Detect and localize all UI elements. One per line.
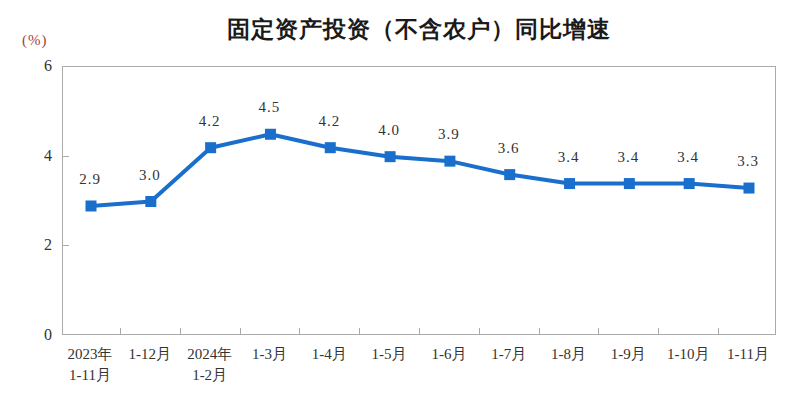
data-point-marker bbox=[684, 178, 695, 189]
y-axis-tick bbox=[63, 156, 69, 157]
line-series bbox=[63, 67, 775, 334]
x-axis-tick bbox=[658, 328, 659, 334]
data-point-marker bbox=[564, 178, 575, 189]
data-label: 3.3 bbox=[737, 153, 759, 169]
x-axis-tick bbox=[718, 328, 719, 334]
data-label: 3.0 bbox=[139, 167, 161, 183]
y-axis-tick-label: 0 bbox=[0, 327, 52, 343]
data-label: 3.4 bbox=[617, 149, 639, 165]
x-axis-tick-label: 1-4月 bbox=[312, 344, 347, 365]
x-axis-tick bbox=[359, 328, 360, 334]
x-axis-tick-label: 1-5月 bbox=[372, 344, 407, 365]
data-point-marker bbox=[325, 142, 336, 153]
x-axis-tick-label: 1-9月 bbox=[611, 344, 646, 365]
x-axis-tick bbox=[120, 328, 121, 334]
x-axis-tick bbox=[598, 328, 599, 334]
data-label: 3.4 bbox=[677, 149, 699, 165]
x-axis-tick-label: 1-10月 bbox=[667, 344, 710, 365]
data-point-marker bbox=[265, 129, 276, 140]
x-axis-tick-label: 1-7月 bbox=[491, 344, 526, 365]
x-axis-tick bbox=[240, 328, 241, 334]
x-axis-tick-label: 1-3月 bbox=[252, 344, 287, 365]
x-axis-tick bbox=[180, 328, 181, 334]
data-label: 3.6 bbox=[498, 140, 520, 156]
x-axis-tick-label: 1-8月 bbox=[551, 344, 586, 365]
data-point-marker bbox=[624, 178, 635, 189]
x-axis-tick bbox=[479, 328, 480, 334]
data-label: 4.5 bbox=[259, 99, 281, 115]
x-axis-tick-label: 1-12月 bbox=[129, 344, 172, 365]
data-label: 2.9 bbox=[79, 171, 101, 187]
x-axis-tick-label: 2023年 1-11月 bbox=[68, 344, 113, 386]
data-label: 4.2 bbox=[318, 113, 340, 129]
chart-title: 固定资产投资（不含农户）同比增速 bbox=[62, 14, 776, 45]
x-axis-tick-label: 2024年 1-2月 bbox=[187, 344, 232, 386]
x-axis-tick bbox=[419, 328, 420, 334]
data-label: 4.2 bbox=[199, 113, 221, 129]
x-axis-tick-label: 1-6月 bbox=[431, 344, 466, 365]
data-point-marker bbox=[385, 151, 396, 162]
y-axis-tick-label: 6 bbox=[0, 58, 52, 74]
y-axis-tick bbox=[63, 245, 69, 246]
data-label: 3.9 bbox=[438, 126, 460, 142]
x-axis-tick-label: 1-11月 bbox=[727, 344, 769, 365]
plot-area bbox=[62, 66, 776, 335]
x-axis-tick bbox=[299, 328, 300, 334]
data-point-marker bbox=[744, 183, 755, 194]
data-point-marker bbox=[86, 200, 97, 211]
x-axis-tick bbox=[539, 328, 540, 334]
series-line bbox=[91, 134, 749, 206]
data-point-marker bbox=[205, 142, 216, 153]
y-axis-tick-label: 4 bbox=[0, 148, 52, 164]
y-axis-unit-label: (%) bbox=[22, 32, 48, 49]
y-axis-tick-label: 2 bbox=[0, 237, 52, 253]
data-label: 4.0 bbox=[378, 122, 400, 138]
chart-container: 固定资产投资（不含农户）同比增速 (%) 0 2 4 6 2.9 3.0 4.2 4.5 4.… bbox=[0, 0, 800, 401]
data-point-marker bbox=[504, 169, 515, 180]
data-label: 3.4 bbox=[558, 149, 580, 165]
data-point-marker bbox=[444, 156, 455, 167]
data-point-marker bbox=[145, 196, 156, 207]
